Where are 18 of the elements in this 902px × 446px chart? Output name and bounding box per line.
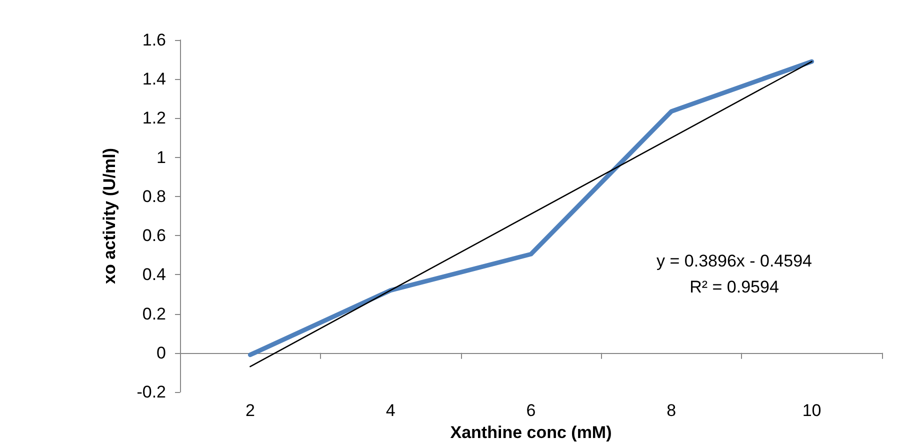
y-tick-label: 0.6 xyxy=(142,226,166,246)
y-tick-label: 1.2 xyxy=(142,108,166,128)
y-axis-title: xo activity (U/ml) xyxy=(100,148,119,284)
x-axis-title: Xanthine conc (mM) xyxy=(450,423,612,442)
x-tick-label: 2 xyxy=(245,401,255,420)
y-tick-label: 0.4 xyxy=(142,265,166,284)
annotation: y = 0.3896x - 0.4594 R² = 0.9594 xyxy=(656,252,812,296)
y-tick-label: 0.8 xyxy=(142,186,166,206)
y-tick-label: 1.4 xyxy=(142,70,166,89)
y-tick-label: 0 xyxy=(156,343,166,362)
y-tick-label: -0.2 xyxy=(136,382,166,402)
y-tick-label: 1.6 xyxy=(142,30,166,50)
y-tick-label: 1 xyxy=(156,148,166,167)
x-tick-label: 4 xyxy=(386,401,396,420)
x-tick-label: 8 xyxy=(666,401,676,420)
x-tick-label: 6 xyxy=(526,401,536,420)
x-tick-label: 10 xyxy=(802,401,822,420)
y-tick-label: 0.2 xyxy=(142,304,166,324)
